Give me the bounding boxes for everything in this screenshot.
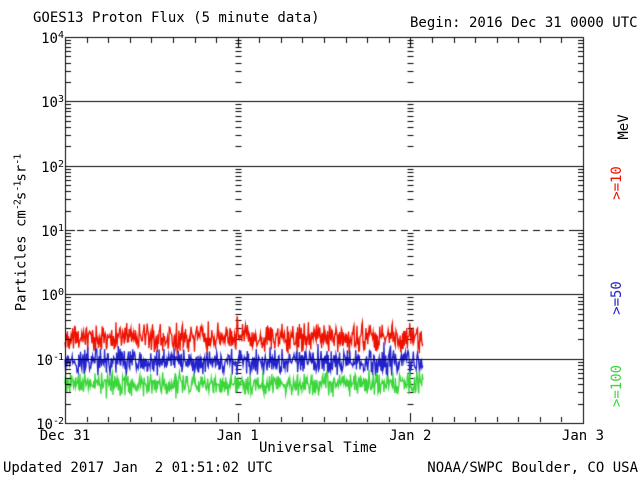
y-tick-label: 10-2 [36, 416, 64, 433]
series-label-100: >=100 [609, 364, 625, 408]
y-tick-label: 102 [41, 158, 64, 176]
y-tick-label: 10-1 [36, 351, 64, 369]
series-label-10: >=10 [609, 166, 625, 200]
x-tick-label: Dec 31 [39, 428, 91, 444]
y-tick-label: 104 [41, 30, 64, 47]
units-label: MeV [616, 114, 632, 140]
x-tick-label: Jan 1 [216, 428, 259, 444]
updated-timestamp: Updated 2017 Jan 2 01:51:02 UTC [3, 460, 273, 476]
chart-title: GOES13 Proton Flux (5 minute data) [33, 10, 320, 26]
series-label-50: >=50 [609, 281, 625, 315]
x-axis-title: Universal Time [258, 440, 378, 456]
y-tick-label: 101 [41, 223, 64, 240]
y-axis-title: Particles cm-2s-1sr-1 [12, 154, 30, 312]
x-tick-label: Jan 3 [561, 428, 605, 444]
x-tick-label: Jan 2 [389, 428, 432, 444]
y-tick-label: 103 [41, 94, 64, 112]
data-source: NOAA/SWPC Boulder, CO USA [427, 460, 638, 476]
y-tick-label: 100 [41, 287, 64, 305]
begin-timestamp: Begin: 2016 Dec 31 0000 UTC [410, 15, 638, 31]
